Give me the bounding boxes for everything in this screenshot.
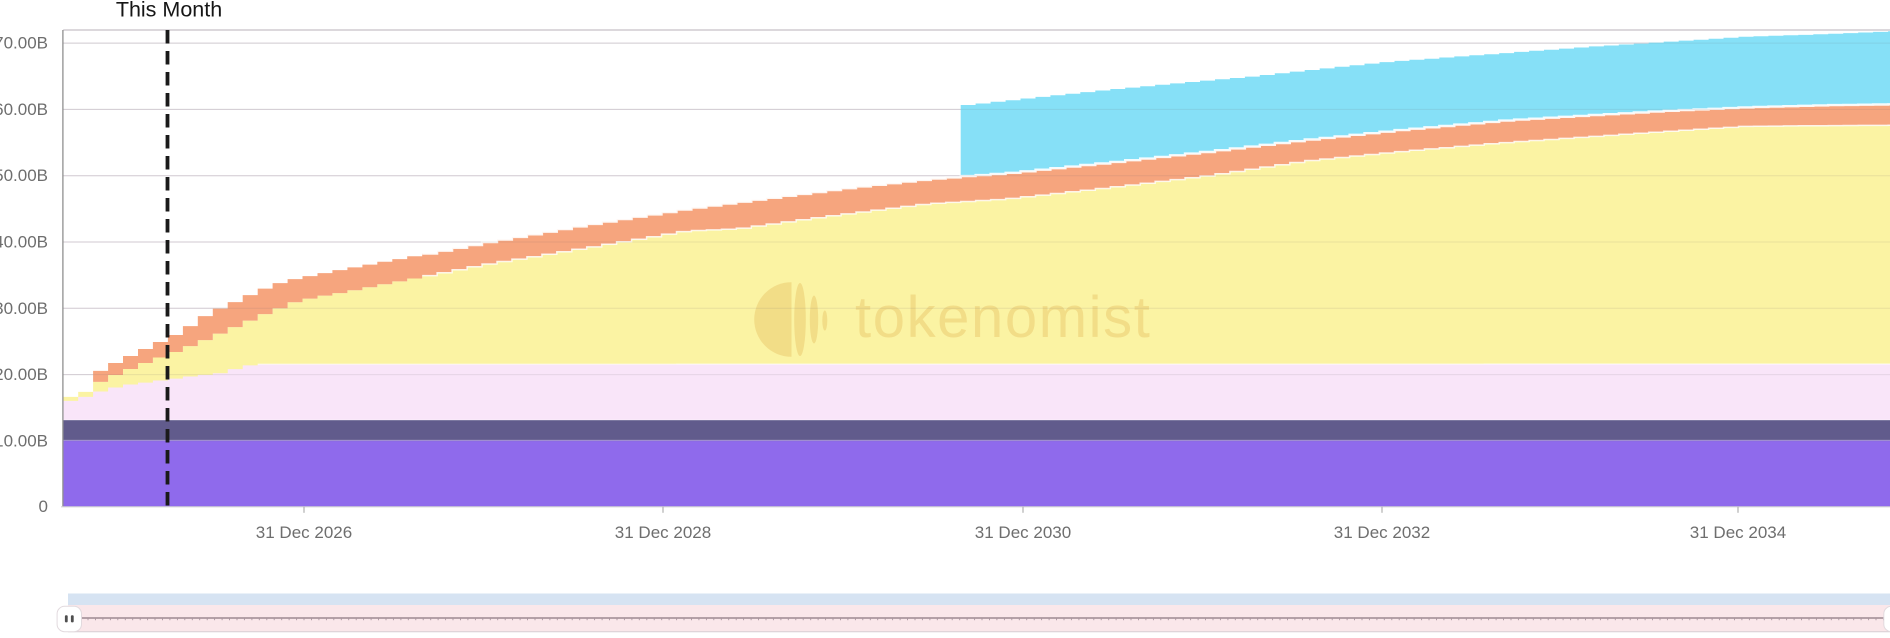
svg-text:31 Dec 2026: 31 Dec 2026: [256, 523, 352, 542]
svg-text:This Month: This Month: [116, 0, 222, 22]
svg-text:31 Dec 2028: 31 Dec 2028: [615, 523, 711, 542]
svg-text:31 Dec 2034: 31 Dec 2034: [1690, 523, 1786, 542]
svg-text:0: 0: [39, 497, 48, 516]
svg-text:tokenomist: tokenomist: [855, 285, 1151, 350]
svg-text:10.00B: 10.00B: [0, 431, 48, 450]
svg-text:31 Dec 2030: 31 Dec 2030: [975, 523, 1071, 542]
svg-text:50.00B: 50.00B: [0, 166, 48, 185]
svg-text:40.00B: 40.00B: [0, 233, 48, 252]
svg-text:31 Dec 2032: 31 Dec 2032: [1334, 523, 1430, 542]
svg-text:70.00B: 70.00B: [0, 34, 48, 53]
svg-text:30.00B: 30.00B: [0, 299, 48, 318]
svg-text:20.00B: 20.00B: [0, 365, 48, 384]
svg-text:60.00B: 60.00B: [0, 100, 48, 119]
